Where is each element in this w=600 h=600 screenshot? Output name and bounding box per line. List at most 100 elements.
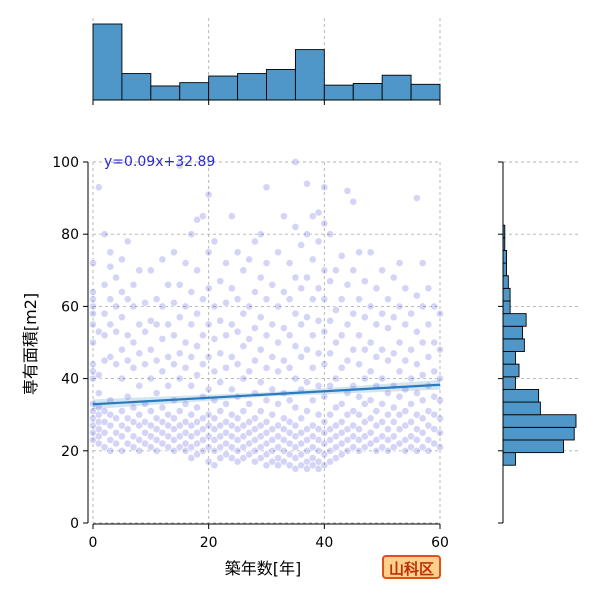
scatter-point <box>193 428 201 437</box>
marginal-y-histogram <box>498 161 580 524</box>
scatter-point <box>100 356 109 365</box>
scatter-point <box>297 353 306 361</box>
scatter-point <box>343 446 352 455</box>
scatter-point <box>164 410 173 419</box>
scatter-point <box>239 421 248 430</box>
scatter-point <box>314 316 323 325</box>
scatter-point <box>251 457 259 466</box>
y-tick-label: 60 <box>61 299 79 315</box>
scatter-point <box>239 407 248 415</box>
scatter-point <box>146 345 155 354</box>
scatter-point <box>112 302 121 311</box>
scatter-point <box>216 378 225 387</box>
scatter-point <box>291 454 300 462</box>
scatter-point <box>285 439 294 448</box>
scatter-point <box>227 284 236 293</box>
scatter-point <box>198 212 207 221</box>
scatter-point <box>187 421 196 430</box>
scatter-point <box>106 320 115 329</box>
top-hist-bar <box>121 73 152 101</box>
scatter-point <box>297 439 306 448</box>
regression-layer <box>92 379 441 410</box>
scatter-point <box>198 446 207 455</box>
scatter-point <box>418 259 427 267</box>
scatter-point <box>256 378 265 387</box>
scatter-point <box>175 421 184 430</box>
scatter-point <box>308 331 317 340</box>
scatter-point <box>135 320 144 329</box>
scatter-point <box>141 439 149 448</box>
scatter-point <box>198 331 207 340</box>
scatter-point <box>170 331 178 340</box>
right-hist-bar <box>502 275 509 289</box>
scatter-point <box>395 425 404 434</box>
scatter-point <box>285 363 294 372</box>
scatter-point <box>198 414 207 423</box>
scatter-point <box>118 345 126 354</box>
right-hist-bar <box>502 414 577 428</box>
scatter-point <box>193 403 201 412</box>
scatter-point <box>372 446 381 455</box>
scatter-point <box>326 436 335 444</box>
scatter-point <box>326 277 335 286</box>
scatter-point <box>389 418 398 426</box>
scatter-point <box>164 421 173 430</box>
scatter-point <box>251 288 259 296</box>
scatter-point <box>118 374 126 383</box>
scatter-point <box>297 428 306 437</box>
scatter-point <box>331 443 340 452</box>
scatter-point <box>268 436 277 444</box>
scatter-point <box>412 425 421 434</box>
scatter-point <box>193 439 201 448</box>
scatter-point <box>314 436 323 444</box>
scatter-point <box>118 432 126 441</box>
scatter-point <box>123 425 132 434</box>
scatter-point <box>216 277 225 286</box>
scatter-point <box>407 399 415 408</box>
scatter-point <box>227 353 236 361</box>
scatter-point <box>251 425 259 434</box>
scatter-point <box>303 179 311 188</box>
scatter-point <box>181 363 190 372</box>
right-hist-bar <box>502 439 564 454</box>
scatter-point <box>285 259 294 267</box>
scatter-point <box>303 313 311 322</box>
scatter-point <box>297 414 306 423</box>
scatter-point <box>314 381 323 390</box>
scatter-point <box>349 266 358 275</box>
scatter-point <box>181 259 190 267</box>
scatter-point <box>94 389 103 397</box>
scatter-point <box>106 262 115 271</box>
scatter-point <box>360 313 369 322</box>
scatter-point <box>198 436 207 444</box>
scatter-point <box>395 259 404 267</box>
scatter-point <box>112 360 121 369</box>
scatter-point <box>303 345 311 354</box>
scatter-point <box>389 443 398 452</box>
scatter-point <box>418 428 427 437</box>
scatter-point <box>274 454 282 462</box>
scatter-point <box>355 295 363 304</box>
scatter-point <box>245 255 254 264</box>
scatter-point <box>135 410 144 419</box>
scatter-point <box>395 367 404 376</box>
scatter-point <box>239 266 248 275</box>
scatter-point <box>89 259 97 267</box>
scatter-point <box>274 302 282 311</box>
scatter-point <box>233 327 242 336</box>
scatter-point <box>366 439 375 448</box>
scatter-point <box>233 425 242 434</box>
y-tick-label: 100 <box>52 155 79 171</box>
scatter-point <box>285 396 294 405</box>
scatter-point <box>129 432 138 441</box>
top-hist-bar <box>150 85 181 101</box>
scatter-point <box>227 320 236 329</box>
scatter-point <box>291 342 300 351</box>
scatter-point <box>216 421 225 430</box>
scatter-point <box>337 450 346 459</box>
scatter-point <box>175 407 184 415</box>
scatter-point <box>291 464 300 473</box>
scatter-point <box>279 446 288 455</box>
scatter-point <box>343 410 352 419</box>
scatter-point <box>418 302 427 311</box>
